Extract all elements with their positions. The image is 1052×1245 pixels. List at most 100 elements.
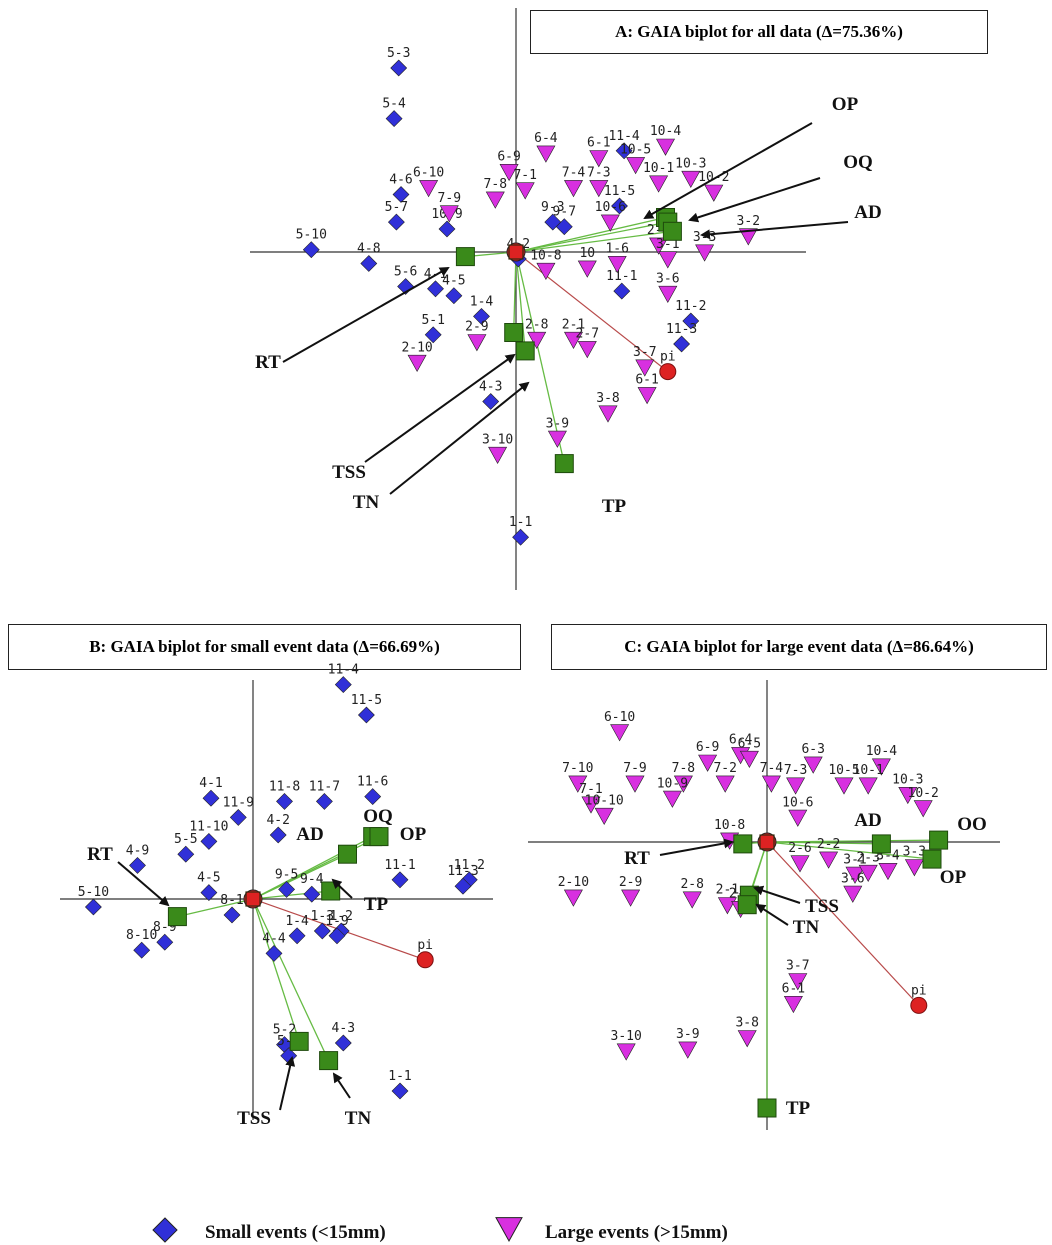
panel-a-large-event-point: [563, 331, 584, 350]
panel-c-criterion-tp: [757, 1098, 777, 1118]
panel-b-criterion-label-op: OP: [400, 824, 427, 845]
panel-a-callout-arrow-rt: [282, 267, 450, 363]
panel-c-point-label: 3-6: [841, 871, 864, 886]
panel-a-criterion-ad: [662, 221, 682, 241]
panel-a-criterion-tss: [504, 323, 524, 342]
panel-a-large-event-point: [695, 244, 715, 262]
panel-a-point-label: 3-7: [633, 345, 656, 360]
panel-b-point-label: 8-1: [220, 893, 243, 908]
panel-a-point-label: 1-4: [470, 294, 494, 309]
panel-a-large-event-point: [577, 260, 597, 278]
panel-b-point-label: 4-2: [266, 813, 289, 828]
panel-a-point-label: 4-6: [389, 173, 412, 188]
panel-b-criterion-label-tss: TSS: [237, 1108, 271, 1129]
panel-a-criterion-label-oq: OQ: [843, 152, 873, 173]
panel-b-small-event-point: [315, 792, 333, 810]
panel-b-point-label: 1-2: [329, 909, 352, 924]
panel-a-small-event-point: [613, 282, 631, 300]
panel-c-point-label: 7-3: [784, 763, 807, 778]
panel-a-point-label: 5-7: [385, 200, 408, 215]
panel-a-point-label: 2-1: [562, 317, 585, 332]
panel-b-point-label: 1-4: [285, 914, 309, 929]
panel-c-title: C: GAIA biplot for large event data (Δ=8…: [551, 624, 1047, 670]
legend-small-marker: [152, 1217, 178, 1243]
panel-c-point-label: 6-10: [604, 710, 635, 725]
panel-c-point-label: 6-5: [738, 736, 761, 751]
panel-a-criterion-axis-oq: [515, 221, 668, 253]
panel-c-large-event-point: [913, 800, 933, 818]
panel-b-small-event-point: [454, 877, 472, 895]
panel-a-point-label: 6-10: [413, 166, 444, 181]
panel-a-small-event-point: [385, 110, 403, 128]
panel-a-small-event-point: [427, 280, 444, 298]
panel-b-point-label: 11-2: [454, 858, 485, 873]
panel-a-point-label: 10-8: [530, 248, 561, 263]
panel-b-plot: 11-4 11-5 4-1 11-8 11-7 11-6 11-9 4-2 11-105-5 11…: [60, 663, 493, 1129]
panel-b-point-label: 4-3: [332, 1021, 355, 1036]
panel-a-point-label: 5-1: [421, 313, 444, 328]
panel-a-criterion-axis-tn: [515, 251, 526, 351]
panel-c-callout-arrow-tss: [753, 885, 801, 904]
panel-a-large-event-point: [704, 184, 724, 202]
panel-a-large-event-point: [655, 138, 676, 156]
panel-b-point-label: 11-3: [447, 864, 478, 879]
panel-a-origin-box: [508, 244, 524, 260]
panel-a-large-event-point: [547, 430, 567, 448]
panel-c-point-label: 6-3: [801, 742, 824, 757]
panel-a-small-event-point: [445, 287, 463, 305]
panel-c-large-event-point: [625, 775, 645, 793]
panel-c-large-event-point: [898, 786, 918, 805]
panel-a-criterion-label-op: OP: [832, 94, 859, 115]
panel-b-small-event-point: [200, 832, 218, 850]
panel-c-large-event-point: [904, 859, 924, 877]
panel-b-point-label: 1-1: [388, 1069, 411, 1084]
panel-a-point-label: 11-3: [666, 322, 697, 337]
panel-b-point-label: 11-1: [384, 858, 415, 873]
panel-c-criterion-label-tss: TSS: [805, 896, 839, 917]
legend: Small events (<15mm) Large events (>15mm…: [152, 1217, 728, 1243]
panel-a-point-label: 10-4: [650, 124, 681, 139]
panel-a-callout-arrow-oq: [688, 177, 821, 223]
panel-c-criterion-label-ad: AD: [854, 810, 881, 831]
panel-c-point-label: 2-2: [817, 837, 840, 852]
panel-a-large-event-point: [515, 182, 535, 200]
panel-a-large-event-point: [635, 359, 655, 377]
panel-b-small-event-point: [265, 944, 283, 962]
panel-b-point-label: 9-5: [275, 867, 298, 882]
panel-c-point-label: 7-8: [672, 761, 695, 776]
panel-a-origin-marker: [506, 242, 526, 262]
panel-a-large-event-point: [626, 157, 646, 175]
panel-a-large-event-point: [649, 237, 669, 255]
panel-b-point-label: 4-4: [262, 931, 286, 946]
panel-a-point-label: 1-6: [605, 242, 628, 257]
panel-c-callout-arrow-tn: [755, 903, 789, 926]
panel-c-point-label: 2-3: [856, 850, 879, 865]
panel-a-small-event-point: [512, 528, 530, 546]
panel-a-point-label: 7-3: [587, 166, 610, 181]
panel-a-large-event-point: [649, 175, 669, 193]
panel-b-criterion-ad: [338, 844, 357, 864]
panel-a-large-event-point: [467, 334, 487, 352]
panel-c-large-event-point: [788, 973, 808, 991]
panel-a-point-label: 5-3: [387, 46, 410, 61]
panel-b-point-label: 8-10: [126, 928, 157, 943]
panel-c-large-event-point: [662, 790, 682, 808]
panel-a-point-label: 2-7: [576, 327, 599, 342]
panel-a-point-label: 5-10: [296, 228, 327, 243]
panel-a-point-label: 3-2: [737, 214, 760, 229]
panel-c-point-label: 2-1: [716, 883, 739, 898]
panel-c-large-event-point: [621, 889, 641, 907]
panel-a-point-label: 11-1: [606, 269, 637, 284]
panel-a-large-event-point: [637, 387, 657, 405]
panel-c-point-label: 3-3: [903, 845, 926, 860]
panel-c-point-label: 2-10: [558, 875, 589, 890]
panel-c-point-label: 7-4: [760, 761, 784, 776]
panel-a-point-label: 10-6: [595, 200, 626, 215]
panel-a-large-event-point: [589, 180, 609, 198]
panel-b-criterion-tss: [289, 1031, 309, 1051]
legend-large-marker: [495, 1217, 523, 1243]
panel-b-small-event-point: [133, 941, 151, 959]
panel-a-pi-axis: [515, 251, 669, 373]
panel-b-small-event-point: [278, 880, 296, 898]
panel-a-small-event-point: [682, 312, 700, 330]
